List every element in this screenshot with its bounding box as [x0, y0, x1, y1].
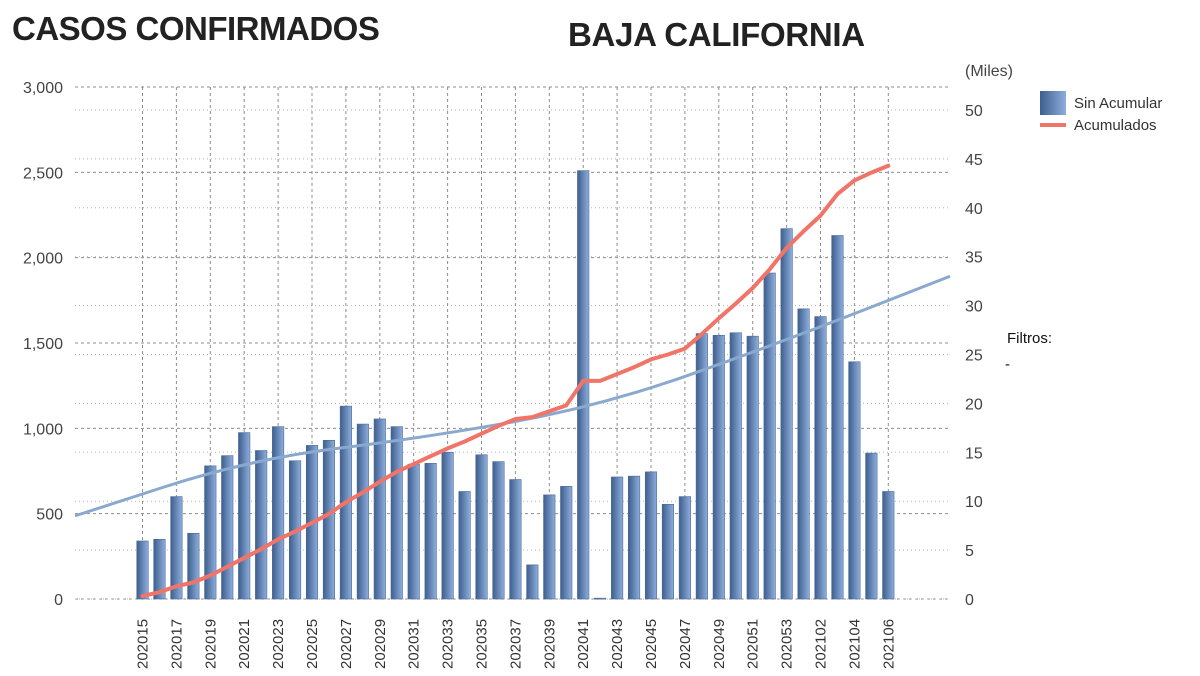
x-axis-tick-label: 202049 — [711, 619, 728, 669]
bar — [272, 426, 285, 600]
right-axis-label: (Miles) — [965, 63, 1013, 80]
x-axis-tick-label: 202023 — [270, 619, 287, 669]
bar — [526, 564, 539, 600]
left-axis-tick-label: 2,000 — [23, 251, 63, 268]
x-axis-tick-label: 202041 — [575, 619, 592, 669]
left-axis-tick-label: 0 — [54, 592, 63, 609]
x-axis-tick-label: 202039 — [541, 619, 558, 669]
x-axis-tick-label: 202031 — [406, 619, 423, 669]
bar — [831, 235, 844, 600]
left-axis-tick-label: 1,500 — [23, 336, 63, 353]
line-swatch-icon — [1040, 123, 1066, 127]
legend-item-bars[interactable]: Sin Acumular — [1040, 91, 1163, 115]
bar — [780, 228, 793, 600]
x-axis-tick-label: 202045 — [643, 619, 660, 669]
right-axis-tick-label: 5 — [965, 543, 974, 560]
left-axis-tick-label: 3,000 — [23, 80, 63, 97]
bar — [492, 461, 505, 600]
bar — [441, 451, 454, 600]
bar — [543, 494, 556, 600]
bar-swatch-icon — [1040, 91, 1066, 115]
right-axis-tick-label: 45 — [965, 152, 983, 169]
x-axis-tick-label: 202035 — [474, 619, 491, 669]
right-axis-tick-label: 0 — [965, 592, 974, 609]
bar — [238, 432, 251, 600]
bar — [204, 465, 217, 600]
bar — [153, 538, 166, 600]
bar — [594, 597, 607, 600]
x-axis-tick-label: 202025 — [304, 619, 321, 669]
right-axis-tick-label: 35 — [965, 250, 983, 267]
bar — [170, 496, 183, 600]
x-axis-tick-label: 202106 — [880, 619, 897, 669]
right-axis-tick-label: 15 — [965, 445, 983, 462]
bar — [661, 503, 675, 600]
bar — [475, 454, 488, 600]
bar — [356, 423, 369, 600]
bar — [407, 463, 420, 600]
right-axis-tick-label: 25 — [965, 348, 983, 365]
legend-label-bars: Sin Acumular — [1074, 94, 1163, 112]
bar — [187, 532, 200, 600]
x-axis-tick-label: 202051 — [745, 619, 762, 669]
right-axis-tick-label: 30 — [965, 299, 983, 316]
bar — [678, 496, 691, 600]
bar — [644, 471, 658, 600]
filters-value: - — [1005, 356, 1010, 373]
bar — [560, 486, 573, 600]
legend-item-line[interactable]: Acumulados — [1040, 114, 1162, 136]
bar — [136, 540, 149, 600]
bar — [627, 475, 641, 600]
bar — [458, 491, 471, 600]
bar — [577, 170, 590, 600]
legend-label-line: Acumulados — [1074, 116, 1157, 134]
x-axis-tick-label: 202027 — [338, 619, 355, 669]
x-axis-tick-label: 202021 — [236, 619, 253, 669]
bar — [373, 418, 386, 600]
right-axis-tick-label: 50 — [965, 103, 983, 120]
left-axis-tick-label: 1,000 — [23, 421, 63, 438]
x-axis-tick-label: 202015 — [135, 619, 152, 669]
filters-label: Filtros: — [1007, 330, 1052, 347]
left-axis-tick-label: 500 — [36, 507, 63, 524]
right-axis-tick-label: 20 — [965, 396, 983, 413]
bar — [865, 452, 878, 600]
x-axis-tick-label: 202037 — [507, 619, 524, 669]
bar — [729, 332, 742, 600]
x-axis-tick-label: 202029 — [372, 619, 389, 669]
bar — [814, 316, 827, 600]
bar — [255, 450, 268, 600]
bar — [882, 491, 895, 600]
x-axis-tick-label: 202104 — [846, 619, 863, 669]
bar — [322, 439, 336, 600]
x-axis-tick-label: 202019 — [202, 619, 219, 669]
x-axis-tick-label: 202102 — [813, 619, 830, 669]
right-axis-tick-label: 40 — [965, 201, 983, 218]
bar — [611, 476, 624, 600]
bar — [390, 426, 403, 600]
x-axis-tick-label: 202033 — [440, 619, 457, 669]
x-axis-tick-label: 202053 — [779, 619, 796, 669]
x-axis-tick-label: 202047 — [677, 619, 694, 669]
left-axis-tick-label: 2,500 — [23, 165, 63, 182]
bar — [848, 361, 861, 600]
bar — [424, 463, 437, 600]
cumulative-line — [140, 163, 891, 599]
chart-title-left: CASOS CONFIRMADOS — [12, 10, 380, 47]
right-axis-tick-label: 10 — [965, 494, 983, 511]
x-axis-tick-label: 202017 — [168, 619, 185, 669]
bar — [746, 335, 759, 600]
chart-title-center: BAJA CALIFORNIA — [568, 16, 865, 53]
x-axis-tick-label: 202043 — [609, 619, 626, 669]
bar — [712, 335, 725, 600]
bar — [221, 455, 234, 600]
chart-legend: Sin Acumular Acumulados — [1040, 91, 1163, 136]
bar — [763, 272, 776, 600]
bar — [509, 479, 522, 600]
bar — [797, 308, 810, 600]
